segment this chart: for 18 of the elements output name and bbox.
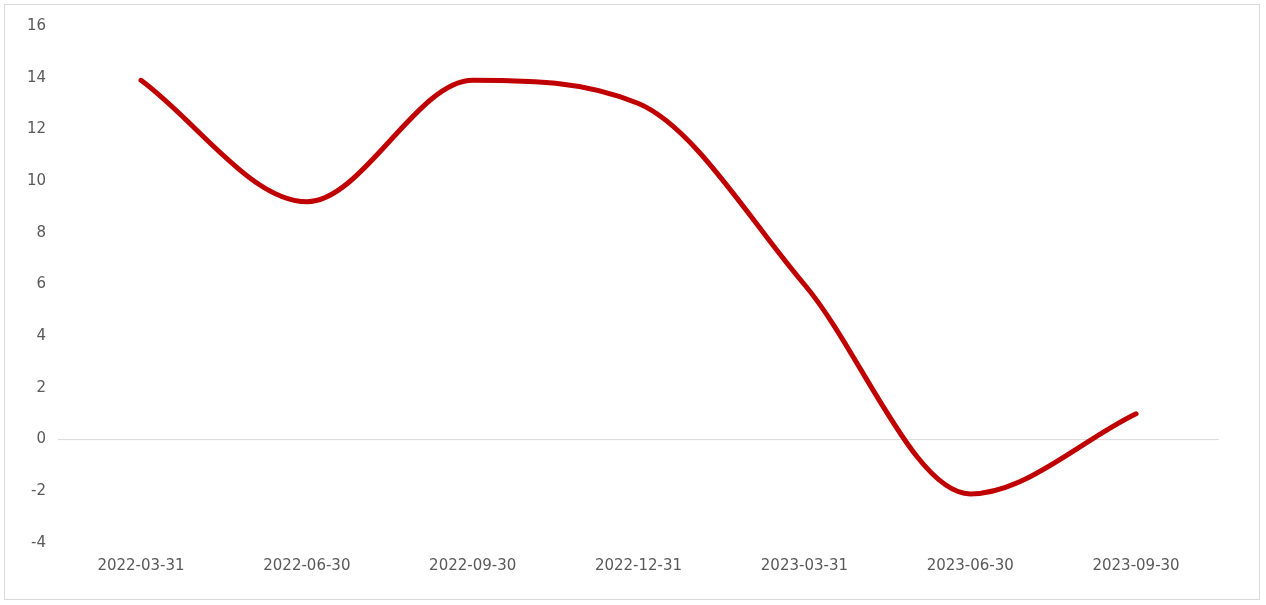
x-tick-label: 2022-09-30 [429, 555, 517, 574]
y-tick-label: 0 [36, 429, 47, 448]
x-tick-label: 2023-09-30 [1092, 555, 1180, 574]
x-tick-label: 2022-06-30 [263, 555, 351, 574]
y-tick-label: 4 [36, 326, 47, 345]
y-tick-label: 16 [26, 15, 47, 34]
y-tick-label: 2 [36, 377, 47, 396]
y-tick-label: -4 [31, 532, 47, 551]
y-tick-label: 14 [26, 67, 47, 86]
x-tick-label: 2022-03-31 [97, 555, 185, 574]
x-tick-label: 2022-12-31 [594, 555, 683, 574]
x-tick-label: 2023-06-30 [926, 555, 1014, 574]
y-tick-label: 12 [26, 119, 47, 138]
y-tick-label: -2 [31, 481, 47, 500]
y-tick-label: 6 [36, 274, 47, 293]
x-tick-label: 2023-03-31 [760, 555, 848, 574]
y-tick-label: 10 [26, 170, 47, 189]
y-tick-label: 8 [36, 222, 47, 241]
